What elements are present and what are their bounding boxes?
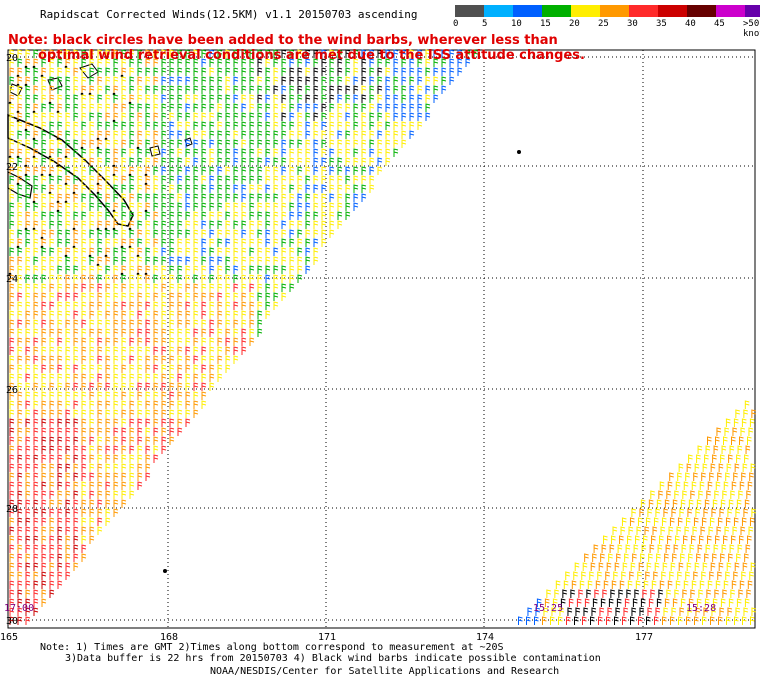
legend-label: >50 knots <box>743 19 760 39</box>
legend-swatch <box>513 5 542 17</box>
legend-swatch <box>716 5 745 17</box>
legend-label: 35 <box>656 19 667 29</box>
legend-label: 10 <box>511 19 522 29</box>
legend-swatch <box>542 5 571 17</box>
contamination-note: Note: black circles have been added to t… <box>8 33 585 63</box>
legend-swatch <box>658 5 687 17</box>
footer-credit: NOAA/NESDIS/Center for Satellite Applica… <box>210 666 560 677</box>
lat-label: 24 <box>6 274 18 285</box>
axis-labels: 165 168 171 174 177 20 22 24 26 28 30 17:00 15:25 15:… <box>0 53 716 643</box>
pass-time-label: 17:00 <box>4 603 34 614</box>
legend-label: 15 <box>540 19 551 29</box>
legend-labels: 0 5 10 15 20 25 30 35 40 45 >50 knots <box>453 17 760 39</box>
lon-label: 171 <box>318 632 336 643</box>
note-line-1: Note: black circles have been added to t… <box>8 33 558 48</box>
lon-label: 168 <box>160 632 178 643</box>
legend-label: 5 <box>482 19 488 29</box>
legend-label: 20 <box>569 19 580 29</box>
footer-note-2: 3)Data buffer is 22 hrs from 20150703 4)… <box>65 653 601 664</box>
legend-label: 0 <box>453 19 459 29</box>
legend-swatch <box>687 5 716 17</box>
lat-label: 20 <box>6 53 18 64</box>
legend-swatches <box>455 5 760 17</box>
lat-label: 22 <box>6 162 18 173</box>
legend-swatch <box>600 5 629 17</box>
legend-label: 25 <box>598 19 609 29</box>
wind-speed-legend: 0 5 10 15 20 25 30 35 40 45 >50 knots <box>453 5 760 39</box>
legend-swatch <box>745 5 760 17</box>
legend-label: 30 <box>627 19 638 29</box>
lat-label: 26 <box>6 385 18 396</box>
legend-label: 40 <box>685 19 696 29</box>
wind-barbs <box>8 49 757 625</box>
legend-label: 45 <box>714 19 725 29</box>
note-line-2: optimal wind retrieval conditions are me… <box>38 48 585 63</box>
legend-swatch <box>455 5 484 17</box>
lon-label: 177 <box>635 632 653 643</box>
lat-label: 28 <box>6 504 18 515</box>
legend-swatch <box>629 5 658 17</box>
lat-label: 30 <box>6 616 18 627</box>
legend-swatch <box>571 5 600 17</box>
pass-time-label: 15:25 <box>533 603 563 614</box>
footer-note-1: Note: 1) Times are GMT 2)Times along bot… <box>40 642 504 653</box>
legend-swatch <box>484 5 513 17</box>
graticule <box>8 50 755 628</box>
map-title: Rapidscat Corrected Winds(12.5KM) v1.1 2… <box>40 8 418 21</box>
lon-label: 165 <box>0 632 18 643</box>
lon-label: 174 <box>476 632 494 643</box>
pass-time-label: 15:28 <box>686 603 716 614</box>
